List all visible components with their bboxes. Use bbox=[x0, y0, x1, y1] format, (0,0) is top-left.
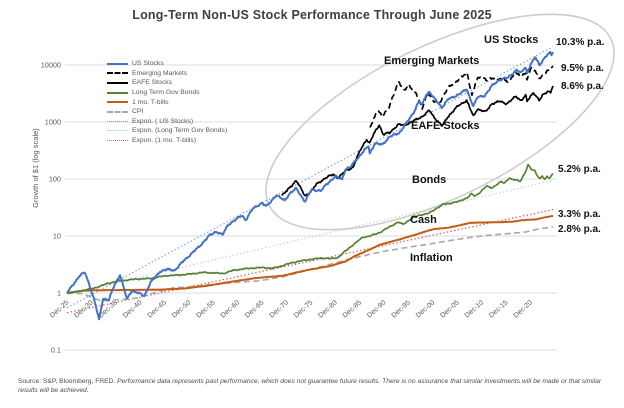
legend-label: Expon. (Long Term Gov Bonds) bbox=[132, 127, 228, 135]
legend-label: US Stocks bbox=[132, 60, 164, 68]
series-cpi bbox=[66, 225, 554, 302]
legend-label: Long Term Gov Bonds bbox=[132, 89, 200, 97]
gridlines: 10000 1000 100 10 1 0.1 bbox=[41, 61, 557, 355]
us-stocks-label: US Stocks bbox=[484, 34, 539, 46]
y-tick-label: 100 bbox=[49, 175, 61, 184]
legend-item-expon-1-mo-t-bills: Expon. (1 mo. T-bills) bbox=[107, 136, 227, 146]
highlight-ellipse bbox=[265, 13, 615, 231]
legend-item-expon-us-stocks: Expon. ( US Stocks) bbox=[107, 117, 227, 127]
legend-item-expon-long-term-gov-bonds: Expon. (Long Term Gov Bonds) bbox=[107, 126, 227, 136]
x-axis: Dec-25 Dec-30 Dec-35 Dec-40 Dec-45 Dec-50 Dec-… bbox=[49, 299, 534, 319]
source-note: Source: S&P, Bloomberg, FRED. Performanc… bbox=[18, 377, 610, 396]
x-tick-label: Dec-80 bbox=[317, 299, 339, 319]
series-1-mo-t-bills bbox=[66, 214, 554, 294]
x-tick-label: Dec-70 bbox=[268, 299, 290, 319]
legend-label: EAFE Stocks bbox=[132, 79, 173, 87]
rate-us-stocks: 10.3% p.a. bbox=[556, 37, 605, 48]
x-tick-label: Dec-75 bbox=[293, 299, 315, 319]
y-tick-label: 1 bbox=[57, 289, 61, 298]
legend-swatch bbox=[107, 81, 128, 84]
cash-label: Cash bbox=[410, 214, 437, 226]
inflation-label: Inflation bbox=[410, 252, 453, 264]
rate-emerging-markets: 9.5% p.a. bbox=[561, 63, 604, 74]
legend-swatch bbox=[107, 62, 128, 65]
source-prefix: Source: S&P, Bloomberg, FRED. bbox=[18, 378, 118, 385]
emerging-markets-label: Emerging Markets bbox=[384, 55, 480, 67]
legend-swatch bbox=[107, 72, 128, 75]
rate-bonds: 5.2% p.a. bbox=[558, 164, 601, 175]
legend-swatch bbox=[107, 130, 128, 132]
legend-label: Expon. (1 mo. T-bills) bbox=[132, 137, 197, 145]
x-tick-label: Dec-30 bbox=[73, 299, 95, 319]
x-tick-label: Dec-95 bbox=[390, 299, 412, 319]
series-long-term-gov-bonds bbox=[66, 163, 554, 294]
x-tick-label: Dec-25 bbox=[49, 299, 71, 319]
legend-swatch bbox=[107, 120, 128, 122]
x-tick-label: Dec-05 bbox=[439, 299, 461, 319]
series-expon-1-mo-t-bills bbox=[66, 209, 554, 314]
x-tick-label: Dec-50 bbox=[171, 299, 193, 319]
rate-cash: 3.3% p.a. bbox=[558, 209, 601, 220]
legend-item-eafe-stocks: EAFE Stocks bbox=[107, 78, 227, 88]
x-tick-label: Dec-90 bbox=[366, 299, 388, 319]
legend-item-1-mo-t-bills: 1 mo. T-bills bbox=[107, 97, 227, 107]
legend-item-long-term-gov-bonds: Long Term Gov Bonds bbox=[107, 88, 227, 98]
chart-title: Long-Term Non-US Stock Performance Throu… bbox=[132, 8, 492, 22]
bonds-label: Bonds bbox=[412, 174, 447, 186]
legend-swatch bbox=[107, 110, 128, 113]
x-tick-label: Dec-00 bbox=[415, 299, 437, 319]
source-disclaimer: Performance data represents past perform… bbox=[18, 378, 602, 395]
x-tick-label: Dec-45 bbox=[146, 299, 168, 319]
series-eafe-stocks bbox=[281, 85, 554, 197]
legend-item-emerging-markets: Emerging Markets bbox=[107, 69, 227, 79]
series-emerging-markets bbox=[369, 65, 554, 128]
legend-swatch bbox=[107, 91, 128, 94]
rate-inflation: 2.8% p.a. bbox=[558, 224, 601, 235]
x-tick-label: Dec-65 bbox=[244, 299, 266, 319]
y-axis-title: Growth of $1 (log scale) bbox=[31, 128, 40, 208]
y-tick-label: 10 bbox=[53, 232, 61, 241]
x-tick-label: Dec-10 bbox=[464, 299, 486, 319]
y-tick-label: 10000 bbox=[41, 61, 61, 70]
legend-label: 1 mo. T-bills bbox=[132, 98, 169, 106]
x-tick-label: Dec-15 bbox=[488, 299, 510, 319]
series-expon-long-term-gov-bonds bbox=[66, 179, 554, 295]
legend-label: CPI bbox=[132, 108, 144, 116]
x-tick-label: Dec-85 bbox=[342, 299, 364, 319]
x-tick-label: Dec-20 bbox=[512, 299, 534, 319]
legend-swatch bbox=[107, 140, 128, 142]
legend-swatch bbox=[107, 101, 128, 104]
x-tick-label: Dec-60 bbox=[220, 299, 242, 319]
x-tick-label: Dec-40 bbox=[122, 299, 144, 319]
rate-eafe-stocks: 8.6% p.a. bbox=[561, 81, 604, 92]
x-tick-label: Dec-55 bbox=[195, 299, 217, 319]
legend-item-cpi: CPI bbox=[107, 107, 227, 117]
legend: US Stocks Emerging Markets EAFE Stocks Long… bbox=[107, 59, 227, 145]
eafe-stocks-label: EAFE Stocks bbox=[411, 120, 480, 132]
legend-label: Emerging Markets bbox=[132, 69, 188, 77]
y-tick-label: 0.1 bbox=[51, 346, 61, 355]
legend-label: Expon. ( US Stocks) bbox=[132, 117, 194, 125]
series-us-stocks bbox=[66, 51, 554, 321]
legend-item-us-stocks: US Stocks bbox=[107, 59, 227, 69]
y-tick-label: 1000 bbox=[45, 118, 61, 127]
